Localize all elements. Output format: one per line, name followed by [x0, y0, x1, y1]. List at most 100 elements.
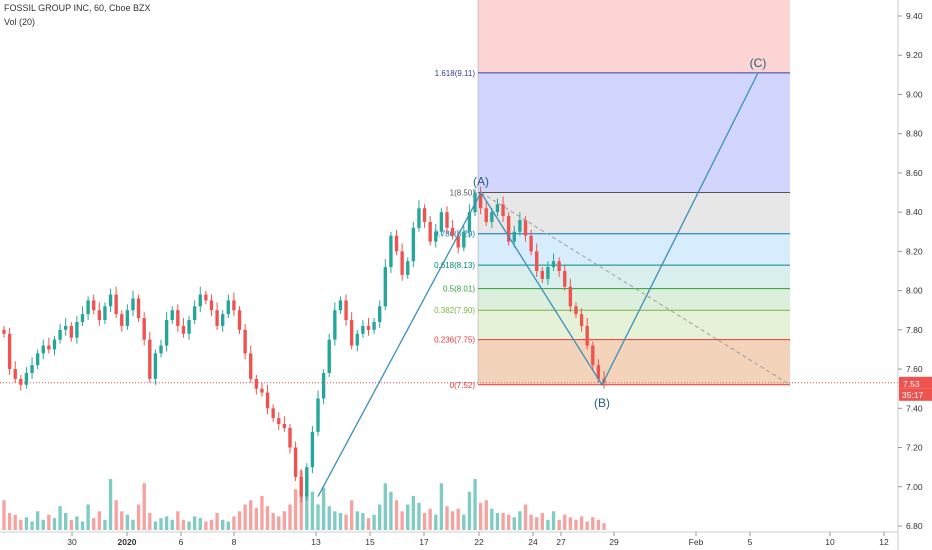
candle[interactable]	[159, 345, 163, 354]
candle[interactable]	[293, 447, 298, 477]
candle[interactable]	[226, 300, 230, 315]
candle[interactable]	[462, 231, 466, 248]
candle[interactable]	[450, 227, 455, 236]
candle[interactable]	[69, 325, 73, 338]
candle[interactable]	[490, 212, 494, 222]
candle[interactable]	[512, 231, 516, 242]
candle[interactable]	[355, 333, 359, 346]
candle[interactable]	[321, 373, 326, 399]
candle[interactable]	[204, 294, 208, 301]
candle[interactable]	[131, 298, 135, 311]
candle[interactable]	[271, 408, 275, 419]
candle[interactable]	[254, 378, 259, 389]
candle[interactable]	[19, 378, 23, 385]
candle[interactable]	[237, 310, 242, 330]
candle[interactable]	[366, 325, 371, 330]
candle[interactable]	[518, 220, 522, 232]
candle[interactable]	[585, 325, 589, 346]
candle[interactable]	[551, 261, 556, 268]
candle[interactable]	[574, 306, 578, 315]
candle[interactable]	[13, 369, 17, 379]
candle[interactable]	[260, 388, 264, 393]
candle[interactable]	[232, 300, 236, 311]
candle[interactable]	[215, 310, 219, 326]
candle[interactable]	[2, 329, 6, 334]
candle[interactable]	[506, 216, 511, 242]
candle[interactable]	[176, 310, 180, 326]
candle[interactable]	[170, 310, 174, 321]
candle[interactable]	[439, 212, 444, 232]
candle[interactable]	[596, 365, 601, 379]
candle[interactable]	[58, 329, 62, 340]
candle[interactable]	[467, 212, 472, 232]
candle[interactable]	[400, 251, 404, 275]
candle[interactable]	[557, 261, 561, 271]
candle[interactable]	[108, 294, 113, 307]
candle[interactable]	[86, 300, 90, 315]
candle[interactable]	[445, 212, 449, 228]
candle[interactable]	[142, 318, 146, 340]
candle[interactable]	[434, 231, 438, 242]
candle[interactable]	[563, 271, 567, 287]
candle[interactable]	[103, 306, 107, 321]
candle[interactable]	[478, 192, 483, 209]
candle[interactable]	[125, 310, 130, 326]
candle[interactable]	[288, 427, 292, 448]
candle[interactable]	[456, 235, 460, 248]
candle[interactable]	[35, 353, 40, 366]
trend-dashed-line[interactable]	[480, 192, 791, 386]
candle[interactable]	[535, 251, 539, 271]
candle[interactable]	[568, 286, 573, 307]
candle[interactable]	[80, 314, 85, 322]
candle[interactable]	[136, 298, 141, 319]
candle[interactable]	[75, 322, 79, 338]
candle[interactable]	[120, 314, 124, 326]
candle[interactable]	[310, 431, 315, 468]
candle[interactable]	[422, 208, 427, 222]
candle[interactable]	[529, 235, 533, 252]
candle[interactable]	[243, 329, 247, 354]
candle[interactable]	[97, 310, 102, 321]
candle[interactable]	[299, 476, 303, 497]
candle[interactable]	[114, 294, 118, 315]
candle[interactable]	[406, 261, 410, 275]
candle[interactable]	[282, 424, 287, 428]
candle[interactable]	[378, 306, 382, 322]
candle[interactable]	[591, 345, 595, 366]
candle[interactable]	[209, 300, 214, 311]
candle[interactable]	[7, 333, 12, 370]
candle[interactable]	[92, 300, 96, 311]
candle[interactable]	[428, 221, 432, 242]
candle[interactable]	[349, 320, 354, 346]
candle[interactable]	[316, 398, 320, 432]
candle[interactable]	[389, 235, 393, 268]
candle[interactable]	[333, 310, 337, 340]
candle[interactable]	[501, 204, 505, 217]
candle[interactable]	[495, 204, 500, 213]
candle[interactable]	[383, 267, 387, 307]
candle[interactable]	[153, 353, 158, 379]
candle[interactable]	[24, 373, 29, 385]
candle[interactable]	[64, 325, 68, 330]
candle[interactable]	[372, 322, 376, 330]
candle[interactable]	[394, 235, 399, 252]
candle[interactable]	[164, 320, 169, 346]
candle[interactable]	[361, 325, 365, 334]
candle[interactable]	[546, 267, 550, 279]
candle[interactable]	[579, 314, 584, 326]
candle[interactable]	[540, 271, 544, 279]
candle[interactable]	[198, 294, 202, 307]
candle[interactable]	[305, 467, 309, 497]
candle[interactable]	[221, 314, 225, 326]
candle[interactable]	[187, 320, 191, 334]
candle[interactable]	[277, 418, 281, 424]
candle[interactable]	[265, 392, 270, 409]
candle[interactable]	[523, 220, 528, 236]
candle[interactable]	[411, 227, 416, 262]
candle[interactable]	[192, 306, 197, 321]
candle[interactable]	[249, 353, 253, 379]
symbol-title[interactable]: FOSSIL GROUP INC, 60, Cboe BZX	[4, 3, 151, 13]
candle[interactable]	[181, 325, 186, 334]
candle[interactable]	[484, 208, 488, 222]
